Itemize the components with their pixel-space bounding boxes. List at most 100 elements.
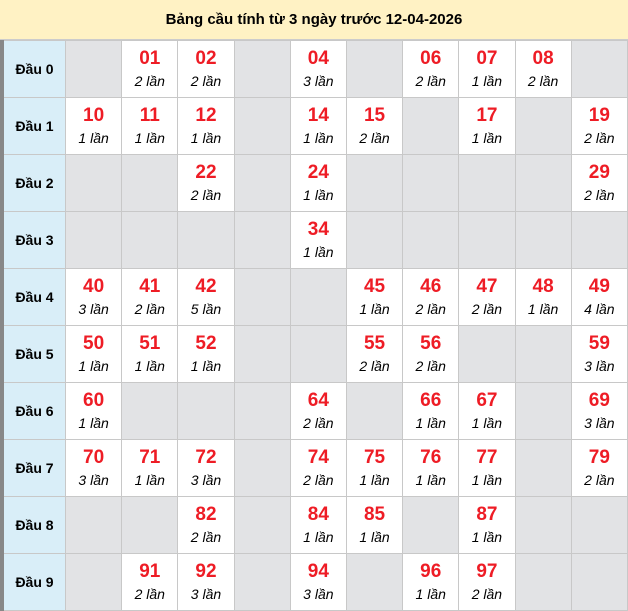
lottery-number: 82 <box>195 504 217 525</box>
row-head-label: Đầu 5 <box>1 325 66 383</box>
lottery-number: 40 <box>83 276 105 297</box>
occurrence-count: 2 lần <box>527 73 559 89</box>
lottery-number: 67 <box>476 390 498 411</box>
lottery-number: 66 <box>420 390 442 411</box>
occurrence-count: 1 lần <box>471 472 503 488</box>
empty-cell <box>345 40 404 98</box>
occurrence-count: 3 lần <box>303 73 334 89</box>
number-cell: 01 2 lần <box>121 40 179 98</box>
occurrence-count: 2 lần <box>415 301 446 317</box>
row-head-label: Đầu 7 <box>1 439 66 497</box>
empty-cell <box>233 553 291 611</box>
number-cell: 02 2 lần <box>177 40 235 98</box>
occurrence-count: 2 lần <box>415 358 446 374</box>
number-cell: 12 1 lần <box>177 97 235 155</box>
occurrence-count: 3 lần <box>584 415 615 431</box>
row-head-label: Đầu 4 <box>1 268 66 326</box>
number-cell: 56 2 lần <box>402 325 460 383</box>
empty-cell <box>233 268 291 326</box>
lottery-number: 34 <box>307 219 329 240</box>
lottery-number: 77 <box>476 447 498 468</box>
empty-cell <box>570 40 628 98</box>
empty-cell <box>345 154 404 212</box>
number-cell: 29 2 lần <box>570 154 628 212</box>
empty-cell <box>233 382 291 440</box>
empty-cell <box>402 154 460 212</box>
number-cell: 92 3 lần <box>177 553 235 611</box>
lottery-number: 17 <box>476 105 498 126</box>
lottery-number: 19 <box>588 105 610 126</box>
lottery-number: 02 <box>195 48 217 69</box>
occurrence-count: 2 lần <box>471 301 503 317</box>
lottery-number: 50 <box>83 333 105 354</box>
row-head-label: Đầu 0 <box>1 40 66 98</box>
lottery-number: 45 <box>363 276 386 297</box>
occurrence-count: 4 lần <box>584 301 615 317</box>
number-cell: 77 1 lần <box>458 439 516 497</box>
row-head-label: Đầu 6 <box>1 382 66 440</box>
lottery-number: 08 <box>532 48 554 69</box>
occurrence-count: 1 lần <box>190 130 222 146</box>
occurrence-count: 2 lần <box>471 586 503 602</box>
lottery-number: 76 <box>420 447 442 468</box>
empty-cell <box>289 325 347 383</box>
empty-cell <box>458 154 516 212</box>
empty-cell <box>64 40 123 98</box>
occurrence-count: 1 lần <box>303 130 334 146</box>
lottery-number: 14 <box>307 105 329 126</box>
empty-cell <box>64 211 123 269</box>
lottery-number: 79 <box>588 447 610 468</box>
number-cell: 52 1 lần <box>177 325 235 383</box>
occurrence-count: 1 lần <box>359 301 390 317</box>
occurrence-count: 1 lần <box>471 529 503 545</box>
number-cell: 66 1 lần <box>402 382 460 440</box>
lottery-number: 85 <box>363 504 386 525</box>
lottery-number: 22 <box>195 162 217 183</box>
empty-cell <box>64 154 123 212</box>
empty-cell <box>458 211 516 269</box>
occurrence-count: 1 lần <box>527 301 559 317</box>
number-cell: 42 5 lần <box>177 268 235 326</box>
empty-cell <box>121 154 179 212</box>
number-cell: 82 2 lần <box>177 496 235 554</box>
lottery-number: 71 <box>139 447 161 468</box>
number-cell: 87 1 lần <box>458 496 516 554</box>
number-cell: 46 2 lần <box>402 268 460 326</box>
occurrence-count: 3 lần <box>190 586 222 602</box>
lottery-number: 55 <box>363 333 386 354</box>
occurrence-count: 1 lần <box>303 244 334 260</box>
number-cell: 55 2 lần <box>345 325 404 383</box>
lottery-number: 92 <box>195 561 217 582</box>
lottery-number: 06 <box>420 48 442 69</box>
occurrence-count: 2 lần <box>190 187 222 203</box>
occurrence-count: 5 lần <box>190 301 222 317</box>
number-cell: 45 1 lần <box>345 268 404 326</box>
lottery-number: 87 <box>476 504 498 525</box>
occurrence-count: 2 lần <box>584 130 615 146</box>
empty-cell <box>570 496 628 554</box>
empty-cell <box>64 496 123 554</box>
lottery-number: 56 <box>420 333 442 354</box>
number-cell: 07 1 lần <box>458 40 516 98</box>
lottery-number: 60 <box>83 390 105 411</box>
occurrence-count: 1 lần <box>303 529 334 545</box>
lottery-number: 11 <box>139 105 160 126</box>
number-cell: 70 3 lần <box>64 439 123 497</box>
lottery-number: 74 <box>307 447 329 468</box>
lottery-number: 69 <box>588 390 610 411</box>
empty-cell <box>514 496 572 554</box>
occurrence-count: 2 lần <box>190 529 222 545</box>
empty-cell <box>458 325 516 383</box>
empty-cell <box>121 382 179 440</box>
lottery-number: 59 <box>588 333 610 354</box>
occurrence-count: 1 lần <box>190 358 222 374</box>
number-cell: 51 1 lần <box>121 325 179 383</box>
lottery-number: 64 <box>307 390 329 411</box>
number-cell: 84 1 lần <box>289 496 347 554</box>
empty-cell <box>514 211 572 269</box>
occurrence-count: 1 lần <box>415 472 446 488</box>
empty-cell <box>345 553 404 611</box>
occurrence-count: 1 lần <box>78 358 109 374</box>
occurrence-count: 1 lần <box>471 73 503 89</box>
